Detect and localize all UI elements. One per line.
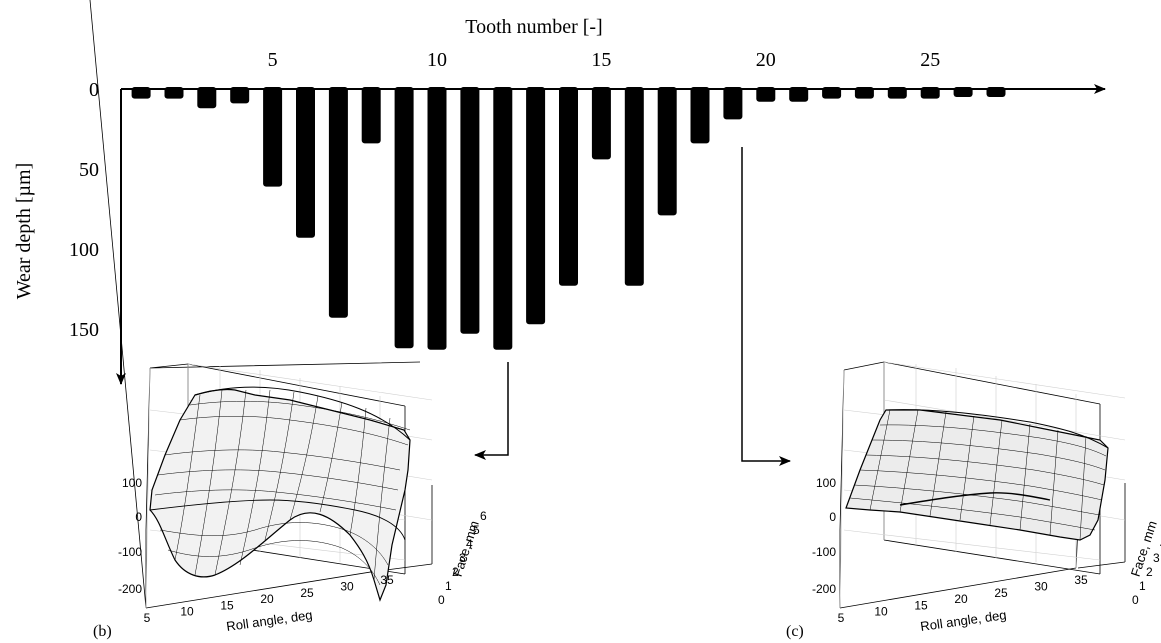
link-arrow-c xyxy=(741,147,791,466)
bar-tooth-16 xyxy=(624,87,644,286)
link-arrow-b xyxy=(474,362,509,460)
axis-tick-label: -200 xyxy=(118,582,142,596)
axis-tick-label: 3 xyxy=(1153,551,1160,565)
bar-tooth-18 xyxy=(690,87,710,144)
bar-tooth-14 xyxy=(559,87,578,286)
x-tick-labels: 5 10 15 20 25 xyxy=(268,49,941,71)
axis-tick-label: 15 xyxy=(914,598,928,612)
surface-mesh-b xyxy=(149,386,411,602)
x-tick-label: 10 xyxy=(427,49,447,71)
axis-tick-label: 30 xyxy=(340,580,354,594)
y-tick-label: 150 xyxy=(69,319,99,341)
x-tick-label: 5 xyxy=(268,49,278,71)
axis-tick-label: 5 xyxy=(144,611,151,625)
bar-tooth-5 xyxy=(263,87,283,187)
x-tick-label: 25 xyxy=(920,49,940,71)
axis-tick-label: 100 xyxy=(816,476,836,490)
axis-tick-label: 1 xyxy=(445,579,452,593)
axis-tick-label: 1 xyxy=(1139,579,1146,593)
bar-tooth-7 xyxy=(328,87,348,318)
axis-tick-label: -100 xyxy=(812,545,836,559)
y-tick-labels: 0 50 100 150 xyxy=(69,79,99,341)
panel-label-b: (b) xyxy=(93,623,112,640)
axis-tick-label: 0 xyxy=(829,510,836,524)
axis-tick-label: -200 xyxy=(812,582,836,596)
bar-tooth-12 xyxy=(493,87,513,350)
axis-tick-label: 0 xyxy=(438,593,445,607)
axis-tick-label: 25 xyxy=(994,586,1008,600)
y-tick-label: 100 xyxy=(69,239,99,261)
axis-tick-label: 3 xyxy=(459,551,466,565)
axis-tick-label: 5 xyxy=(473,523,480,537)
bar-tooth-21 xyxy=(789,87,809,102)
bar-tooth-8 xyxy=(361,87,381,144)
axis-tick-label: 2 xyxy=(1146,565,1153,579)
bars-group xyxy=(131,87,1006,350)
surface-mesh-c xyxy=(845,409,1109,541)
bar-tooth-20 xyxy=(756,87,776,102)
axis-tick-label: 100 xyxy=(122,476,142,490)
wear-depth-bar-chart: Tooth number [-] Wear depth [µm] 5 10 15 20… xyxy=(13,16,1106,466)
xlabel-b: Roll angle, deg xyxy=(225,607,313,634)
axis-tick-label: 35 xyxy=(1074,573,1088,587)
ylabel-c: Face, mm xyxy=(1128,519,1160,579)
ylabel-b: Face, mm xyxy=(450,519,482,579)
panel-label-c: (c) xyxy=(786,623,804,640)
axis-tick-label: -100 xyxy=(118,545,142,559)
axis-tick-label: 35 xyxy=(380,573,394,587)
bar-tooth-10 xyxy=(427,87,447,350)
axis-tick-label: 0 xyxy=(135,510,142,524)
bar-tooth-13 xyxy=(526,87,546,325)
bar-tooth-9 xyxy=(394,87,414,349)
y-tick-label: 0 xyxy=(89,79,99,101)
bar-tooth-15 xyxy=(591,87,611,160)
axis-tick-label: 0 xyxy=(1132,593,1139,607)
axis-tick-label: 30 xyxy=(1034,580,1048,594)
bar-tooth-11 xyxy=(460,87,480,334)
axis-tick-label: 2 xyxy=(452,565,459,579)
bar-tooth-19 xyxy=(723,87,743,120)
x-tick-label: 15 xyxy=(591,49,611,71)
bar-tooth-3 xyxy=(197,87,217,109)
axis-tick-label: 4 xyxy=(466,537,473,551)
axis-tick-label: 5 xyxy=(838,611,845,625)
axis-tick-label: 10 xyxy=(874,605,888,619)
axis-tick-label: 25 xyxy=(300,586,314,600)
x-axis-label: Tooth number [-] xyxy=(465,16,602,38)
axis-tick-label: 20 xyxy=(954,592,968,606)
bar-tooth-4 xyxy=(230,87,250,104)
x-tick-label: 20 xyxy=(756,49,776,71)
bar-tooth-6 xyxy=(296,87,315,238)
axis-tick-label: 20 xyxy=(260,592,274,606)
bar-tooth-17 xyxy=(657,87,677,216)
y-axis-label: Wear depth [µm] xyxy=(13,163,35,300)
axis-tick-label: 6 xyxy=(480,509,487,523)
xlabel-c: Roll angle, deg xyxy=(919,607,1007,634)
axis-tick-label: 10 xyxy=(180,605,194,619)
axis-tick-label: 15 xyxy=(220,598,234,612)
y-tick-label: 50 xyxy=(79,159,99,181)
